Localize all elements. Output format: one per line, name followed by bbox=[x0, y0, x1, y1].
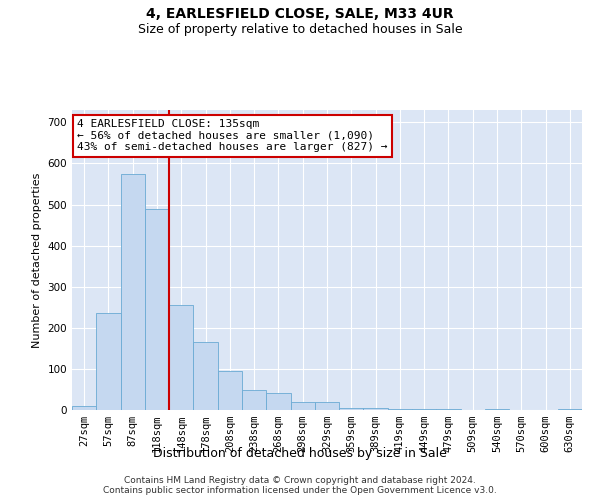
Bar bbox=[339, 408, 364, 410]
Bar bbox=[436, 409, 461, 410]
Bar bbox=[145, 208, 169, 410]
Text: Distribution of detached houses by size in Sale: Distribution of detached houses by size … bbox=[153, 448, 447, 460]
Bar bbox=[364, 408, 388, 410]
Bar bbox=[96, 314, 121, 410]
Bar bbox=[412, 409, 436, 410]
Text: 4 EARLESFIELD CLOSE: 135sqm
← 56% of detached houses are smaller (1,090)
43% of : 4 EARLESFIELD CLOSE: 135sqm ← 56% of det… bbox=[77, 119, 388, 152]
Bar bbox=[558, 409, 582, 410]
Bar bbox=[169, 305, 193, 410]
Bar bbox=[121, 174, 145, 410]
Text: 4, EARLESFIELD CLOSE, SALE, M33 4UR: 4, EARLESFIELD CLOSE, SALE, M33 4UR bbox=[146, 8, 454, 22]
Bar bbox=[72, 406, 96, 410]
Bar bbox=[485, 409, 509, 410]
Text: Contains HM Land Registry data © Crown copyright and database right 2024.
Contai: Contains HM Land Registry data © Crown c… bbox=[103, 476, 497, 495]
Bar bbox=[218, 371, 242, 410]
Bar bbox=[242, 390, 266, 410]
Text: Size of property relative to detached houses in Sale: Size of property relative to detached ho… bbox=[137, 22, 463, 36]
Y-axis label: Number of detached properties: Number of detached properties bbox=[32, 172, 42, 348]
Bar bbox=[193, 342, 218, 410]
Bar bbox=[266, 392, 290, 410]
Bar bbox=[388, 409, 412, 410]
Bar bbox=[290, 402, 315, 410]
Bar bbox=[315, 402, 339, 410]
